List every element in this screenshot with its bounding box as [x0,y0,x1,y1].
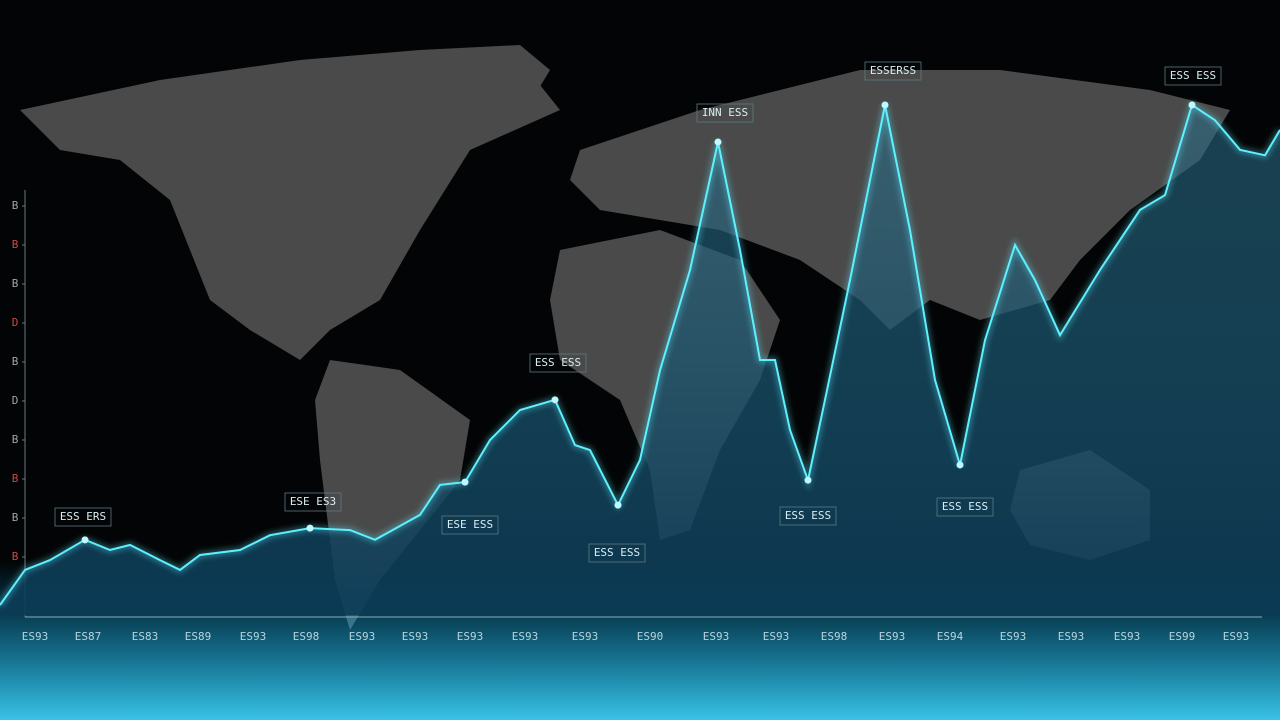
annotation-box [441,515,499,535]
line [0,103,1280,606]
y-tick-label: B [12,550,19,563]
annotation-box [936,497,994,517]
x-tick-label: ES93 [763,630,790,643]
annotation: ESS ERS [60,510,106,523]
y-tick-label: D [12,394,19,407]
x-tick-label: ES93 [349,630,376,643]
y-tick-label: B [12,277,19,290]
point-marker [81,536,89,544]
annotation: ESSERSS [870,64,916,77]
annotation: ESS ESS [1170,69,1216,82]
annotation-box [779,506,837,526]
point-marker [551,396,559,404]
y-tick-label: D [12,316,19,329]
x-tick-label: ES93 [1223,630,1250,643]
x-tick-label: ES93 [402,630,429,643]
y-tick-label: B [12,511,19,524]
x-tick-label: ES90 [637,630,664,643]
annotation-box [1164,66,1222,86]
point-marker [881,101,889,109]
annotation: ESE ESS [447,518,493,531]
annotation-box [284,492,342,512]
x-tick-label: ES93 [1000,630,1027,643]
x-tick-label: ES93 [879,630,906,643]
x-tick-label: ES93 [240,630,267,643]
annotation-box [696,103,754,123]
annotation-box [864,61,922,81]
x-tick-label: ES93 [22,630,49,643]
x-tick-label: ES93 [512,630,539,643]
x-tick-label: ES93 [1058,630,1085,643]
x-tick-label: ES93 [1114,630,1141,643]
x-tick-label: ES93 [457,630,484,643]
x-tick-label: ES93 [703,630,730,643]
annotation-box [529,353,587,373]
annotation: ESS ESS [942,500,988,513]
x-tick-label: ES94 [937,630,964,643]
y-tick-label: B [12,355,19,368]
x-tick-label: ES83 [132,630,159,643]
x-tick-label: ES99 [1169,630,1196,643]
point-marker [461,478,469,486]
point-marker [614,501,622,509]
x-tick-label: ES89 [185,630,212,643]
annotation-box [54,507,112,527]
point-marker [956,461,964,469]
point-marker [714,138,722,146]
area [0,105,1280,616]
point-marker [804,476,812,484]
point-marker [306,524,314,532]
y-tick-label: B [12,433,19,446]
x-tick-label: ES98 [821,630,848,643]
annotation: ESE ES3 [290,495,336,508]
x-tick-label: ES87 [75,630,102,643]
annotation: ESS ESS [535,356,581,369]
x-tick-label: ES98 [293,630,320,643]
annotation: ESS ESS [594,546,640,559]
y-tick-label: B [12,238,19,251]
y-tick-label: B [12,199,19,212]
x-tick-label: ES93 [572,630,599,643]
point-marker [1188,101,1196,109]
annotation-box [588,543,646,563]
y-tick-label: B [12,472,19,485]
annotation: INN ESS [702,106,748,119]
annotation: ESS ESS [785,509,831,522]
